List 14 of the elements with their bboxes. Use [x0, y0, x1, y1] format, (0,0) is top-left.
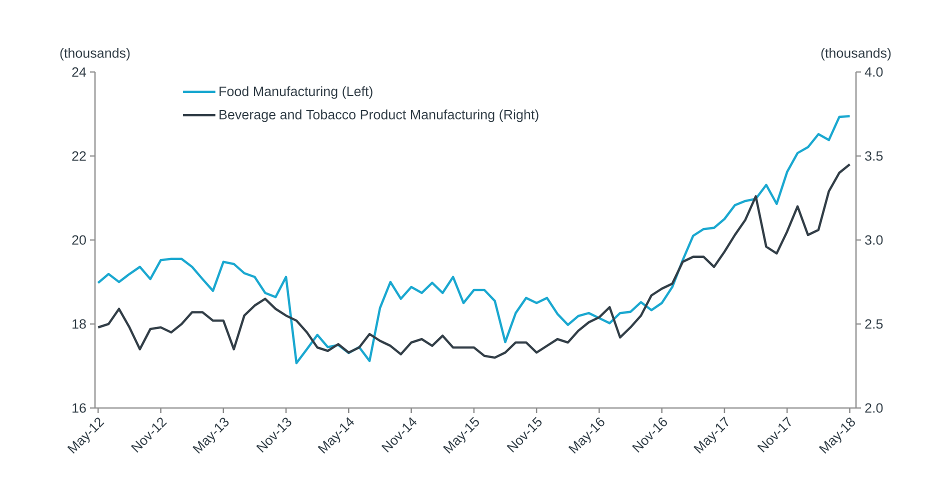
- legend-label: Beverage and Tobacco Product Manufacturing (Right): [220, 109, 538, 122]
- y-tick-label: 20: [72, 235, 86, 245]
- y-tick-label: 24: [72, 67, 86, 77]
- y2-tick-label: 2.0: [865, 403, 883, 413]
- y2-tick-label: 3.0: [865, 235, 883, 245]
- y2-tick-label: 4.0: [864, 67, 883, 77]
- y-axis-title: (thousands): [60, 48, 130, 60]
- y-tick-label: 22: [72, 151, 86, 161]
- y-tick-label: 18: [72, 319, 86, 329]
- legend-label: Food Manufacturing (Left): [220, 86, 372, 99]
- y2-axis-title: (thousands): [821, 48, 891, 60]
- y2-tick-label: 3.5: [865, 151, 883, 161]
- y2-tick-label: 2.5: [865, 319, 883, 329]
- y-tick-label: 16: [72, 403, 86, 413]
